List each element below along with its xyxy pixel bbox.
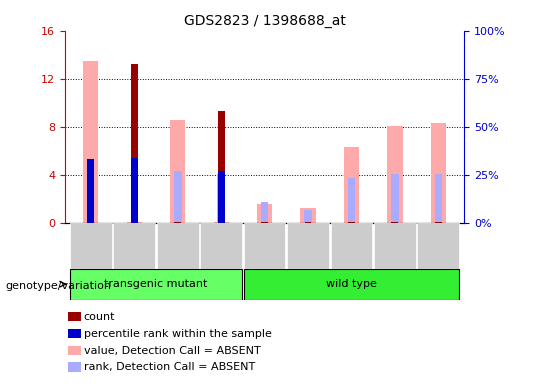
- FancyBboxPatch shape: [113, 223, 155, 269]
- FancyBboxPatch shape: [287, 223, 329, 269]
- Bar: [435, 222, 442, 223]
- Bar: [87, 222, 94, 223]
- Bar: [257, 204, 272, 223]
- Bar: [131, 158, 138, 223]
- Text: genotype/variation: genotype/variation: [5, 281, 111, 291]
- FancyBboxPatch shape: [244, 223, 286, 269]
- Bar: [392, 222, 399, 223]
- Bar: [431, 123, 446, 223]
- Bar: [304, 210, 312, 223]
- Text: value, Detection Call = ABSENT: value, Detection Call = ABSENT: [84, 346, 260, 356]
- Bar: [387, 126, 402, 223]
- Bar: [170, 119, 185, 223]
- Bar: [87, 159, 94, 223]
- FancyBboxPatch shape: [244, 269, 459, 300]
- Bar: [83, 61, 98, 223]
- Bar: [174, 171, 181, 223]
- Bar: [218, 174, 225, 223]
- FancyBboxPatch shape: [374, 223, 416, 269]
- Bar: [218, 171, 225, 223]
- Bar: [300, 208, 316, 223]
- Bar: [435, 174, 442, 223]
- Text: rank, Detection Call = ABSENT: rank, Detection Call = ABSENT: [84, 362, 255, 372]
- Bar: [348, 222, 355, 223]
- Title: GDS2823 / 1398688_at: GDS2823 / 1398688_at: [184, 14, 346, 28]
- Bar: [344, 147, 359, 223]
- Bar: [213, 222, 229, 223]
- Bar: [348, 178, 355, 223]
- Text: transgenic mutant: transgenic mutant: [104, 279, 208, 289]
- Bar: [261, 202, 268, 223]
- Bar: [131, 65, 138, 223]
- FancyBboxPatch shape: [330, 223, 372, 269]
- FancyBboxPatch shape: [70, 269, 242, 300]
- FancyBboxPatch shape: [70, 223, 112, 269]
- Bar: [174, 222, 181, 223]
- Text: count: count: [84, 312, 115, 322]
- Text: wild type: wild type: [326, 279, 377, 289]
- Bar: [305, 222, 312, 223]
- Bar: [218, 111, 225, 223]
- Bar: [391, 174, 399, 223]
- Bar: [261, 222, 268, 223]
- Bar: [127, 222, 142, 223]
- FancyBboxPatch shape: [157, 223, 199, 269]
- Text: percentile rank within the sample: percentile rank within the sample: [84, 329, 272, 339]
- FancyBboxPatch shape: [417, 223, 459, 269]
- FancyBboxPatch shape: [200, 223, 242, 269]
